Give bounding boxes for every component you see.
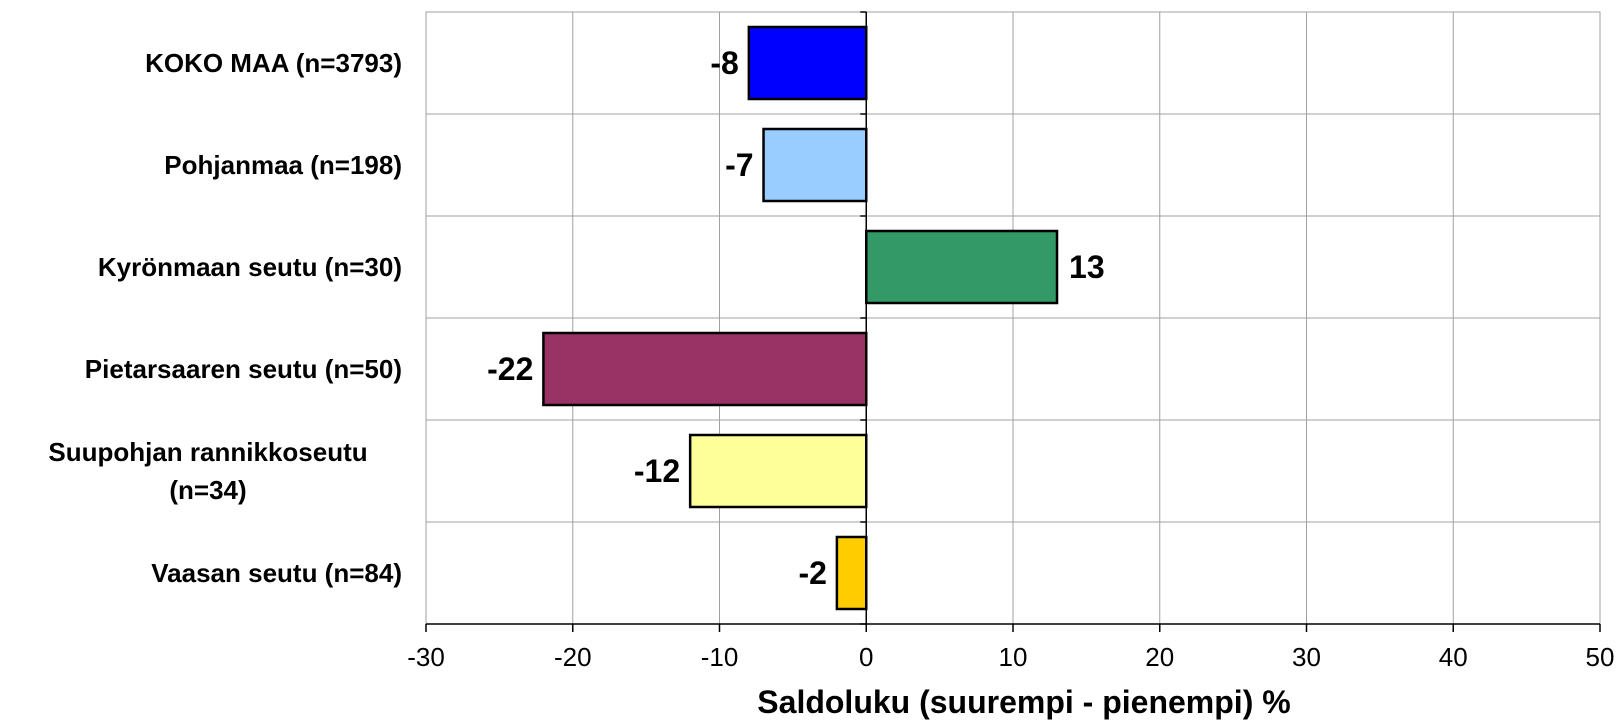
bar xyxy=(835,535,868,611)
x-axis-title: Saldoluku (suurempi - pienempi) % xyxy=(757,684,1290,720)
x-tick-label: 30 xyxy=(1292,642,1321,672)
bar xyxy=(865,229,1059,305)
data-label: -8 xyxy=(710,45,738,81)
x-tick-label: 10 xyxy=(999,642,1028,672)
bar xyxy=(747,25,868,101)
category-label: Pietarsaaren seutu (n=50) xyxy=(85,354,402,384)
x-tick-label: -20 xyxy=(554,642,592,672)
bar xyxy=(542,331,868,407)
x-tick-label: -10 xyxy=(701,642,739,672)
data-label: -2 xyxy=(798,555,826,591)
gridlines xyxy=(425,11,1601,625)
data-label: -22 xyxy=(487,351,533,387)
category-label: Pohjanmaa (n=198) xyxy=(164,150,402,180)
x-tick-label: 0 xyxy=(859,642,873,672)
bars xyxy=(542,25,1059,611)
x-tick-label: 20 xyxy=(1145,642,1174,672)
category-label: Kyrönmaan seutu (n=30) xyxy=(98,252,402,282)
data-label: -12 xyxy=(634,453,680,489)
x-tick-label: 40 xyxy=(1439,642,1468,672)
x-tick-label: 50 xyxy=(1586,642,1615,672)
category-label: KOKO MAA (n=3793) xyxy=(145,48,402,78)
labels: -8 -7 13 -22 -12 -2 KOKO MAA (n=3793) Pohjanmaa… xyxy=(48,45,1104,591)
data-label: -7 xyxy=(725,147,753,183)
bar xyxy=(762,127,868,203)
category-label: Vaasan seutu (n=84) xyxy=(151,558,402,588)
axes: -30 -20 -10 0 10 20 30 40 50 xyxy=(407,11,1615,672)
bar xyxy=(688,433,868,509)
x-tick-label: -30 xyxy=(407,642,445,672)
data-label: 13 xyxy=(1069,249,1105,285)
category-label: Suupohjan rannikkoseutu (n=34) xyxy=(48,437,367,505)
